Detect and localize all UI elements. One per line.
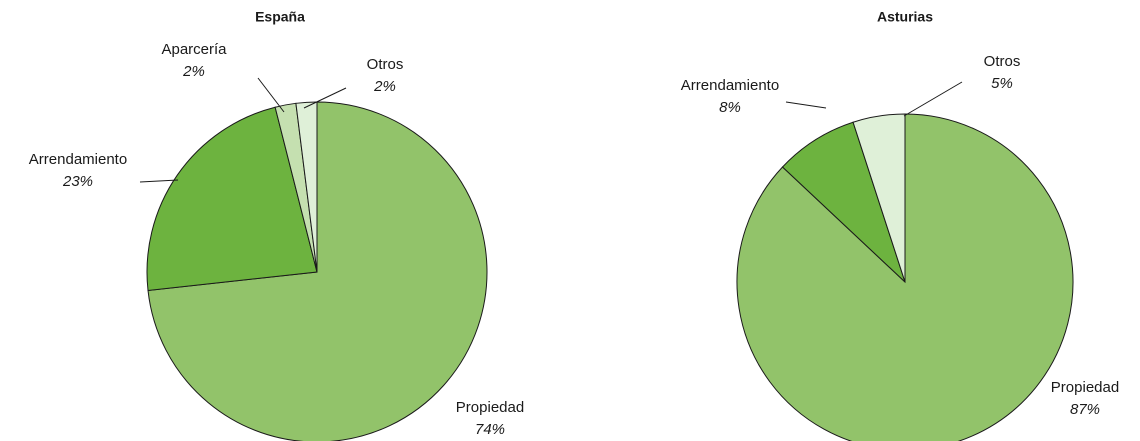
slice-value: 2% (182, 63, 205, 80)
slice-label: Otros (984, 53, 1021, 70)
leader-line (139, 179, 179, 183)
chart-title: España (255, 9, 305, 25)
leader-line (785, 101, 827, 109)
slice-label: Propiedad (456, 399, 524, 416)
slice-label: Propiedad (1051, 379, 1119, 396)
slice-label: Arrendamiento (29, 151, 127, 168)
leader-line (257, 77, 285, 113)
slice-value: 87% (1070, 401, 1100, 418)
slice-value: 2% (373, 78, 396, 95)
slice-label: Aparcería (161, 41, 227, 58)
slice-value: 5% (991, 75, 1013, 92)
pie-slice (147, 101, 488, 441)
chart-title: Asturias (877, 9, 933, 25)
slice-value: 23% (62, 173, 93, 190)
pie-slice (736, 113, 1074, 441)
pie-slice (852, 113, 906, 283)
pie-slice (146, 106, 318, 292)
slice-value: 74% (475, 421, 505, 438)
leader-line (303, 87, 347, 109)
slice-value: 8% (719, 99, 741, 116)
slice-label: Arrendamiento (681, 77, 779, 94)
leader-line (903, 81, 963, 117)
slice-label: Otros (367, 56, 404, 73)
